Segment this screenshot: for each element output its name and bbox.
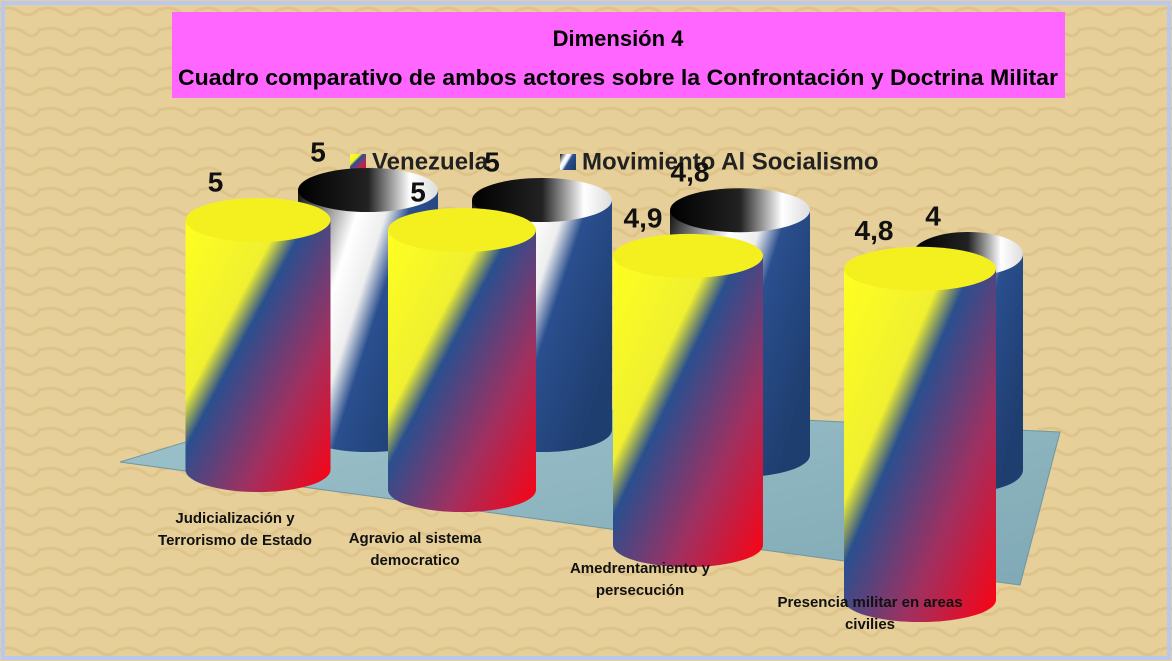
x-tick-label: Amedrentamiento y persecución [569, 560, 711, 599]
data-label: 5 [410, 176, 426, 207]
x-tick-label: Agravio al sistema democratico [348, 530, 482, 569]
legend-label: Movimiento Al Socialismo [582, 148, 879, 175]
data-label: 5 [208, 166, 224, 197]
cylinder-top [844, 246, 996, 291]
legend-swatch [350, 154, 366, 170]
data-label: 4 [925, 200, 941, 231]
cylinder [613, 255, 763, 567]
title-box [172, 12, 1065, 98]
data-label: 4,8 [855, 215, 894, 246]
cylinder-top [613, 233, 763, 278]
cylinder-top [388, 208, 536, 252]
cylinder-top [472, 178, 612, 222]
chart-title: Dimensión 4 [553, 26, 685, 51]
cylinder [844, 268, 996, 622]
x-tick-label: Presencia militar en areas civilies [777, 594, 963, 633]
data-label: 5 [310, 136, 326, 167]
chart-subtitle: Cuadro comparativo de ambos actores sobr… [178, 65, 1058, 90]
cylinder [388, 230, 536, 512]
legend-swatch [560, 154, 576, 170]
cylinder [185, 220, 331, 492]
data-label: 5 [484, 146, 500, 177]
cylinder-top [185, 198, 331, 242]
data-label: 4,9 [624, 202, 663, 233]
cylinder-top [298, 168, 438, 212]
cylinder-top [670, 188, 810, 233]
x-tick-label: Judicialización y Terrorismo de Estado [158, 510, 312, 549]
data-label: 4,8 [671, 157, 710, 188]
